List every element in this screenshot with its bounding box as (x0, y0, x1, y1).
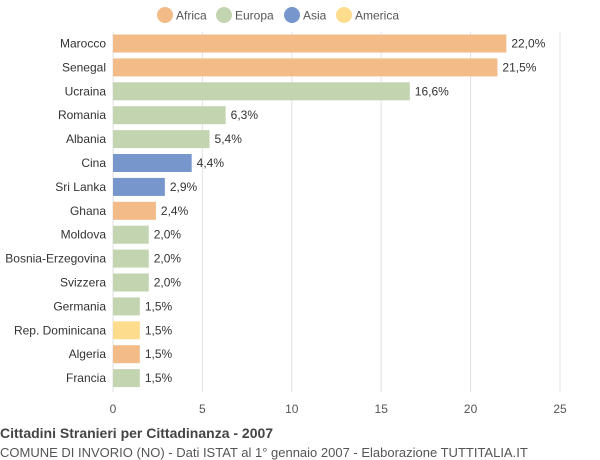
value-label: 5,4% (215, 132, 243, 146)
category-label: Cina (81, 156, 106, 170)
bar-chart: 0 5 10 15 20 25 Marocco 22,0% Senegal 21,5% Ucrain… (5, 7, 567, 417)
category-label: Marocco (60, 37, 106, 51)
value-label: 2,0% (154, 252, 182, 266)
category-label: Bosnia-Erzegovina (5, 252, 106, 266)
legend-label: Europa (235, 9, 274, 23)
bar (113, 225, 149, 244)
value-label: 16,6% (415, 84, 449, 98)
value-label: 2,0% (154, 276, 182, 290)
value-label: 2,4% (161, 204, 189, 218)
bar (113, 106, 226, 125)
legend-swatch (336, 7, 352, 23)
bar (113, 177, 165, 196)
category-label: Sri Lanka (55, 180, 106, 194)
bar (113, 201, 156, 220)
x-tick-label: 10 (285, 402, 299, 416)
legend-swatch (284, 7, 300, 23)
value-label: 6,3% (231, 108, 259, 122)
chart-caption-source: COMUNE DI INVORIO (NO) - Dati ISTAT al 1… (0, 445, 528, 460)
legend-label: America (355, 9, 399, 23)
category-label: Rep. Dominicana (14, 323, 106, 337)
legend-swatch (216, 7, 232, 23)
category-label: Ucraina (65, 84, 107, 98)
value-label: 1,5% (145, 347, 173, 361)
value-label: 21,5% (502, 60, 536, 74)
bar (113, 154, 192, 172)
bar (113, 273, 149, 292)
value-label: 1,5% (145, 299, 173, 313)
legend: Africa Europa Asia America (157, 7, 399, 23)
legend-label: Africa (176, 9, 207, 23)
category-label: Francia (66, 371, 106, 385)
category-label: Algeria (69, 347, 107, 361)
chart-caption-title: Cittadini Stranieri per Cittadinanza - 2… (0, 425, 274, 441)
bar (113, 34, 507, 53)
value-label: 4,4% (197, 156, 225, 170)
value-label: 22,0% (511, 37, 545, 51)
value-label: 2,0% (154, 228, 182, 242)
value-label: 1,5% (145, 371, 173, 385)
category-label: Senegal (62, 60, 106, 74)
category-label: Ghana (70, 204, 106, 218)
legend-label: Asia (303, 9, 327, 23)
value-label: 1,5% (145, 323, 173, 337)
bar (113, 249, 149, 268)
category-label: Albania (66, 132, 106, 146)
category-label: Romania (58, 108, 106, 122)
category-label: Germania (53, 299, 106, 313)
x-tick-label: 20 (464, 402, 478, 416)
category-label: Moldova (61, 228, 107, 242)
bar (113, 130, 210, 149)
bar (113, 58, 498, 77)
bar (113, 369, 140, 388)
bar (113, 82, 410, 101)
value-label: 2,9% (170, 180, 198, 194)
x-tick-label: 0 (110, 402, 117, 416)
x-tick-label: 25 (553, 402, 567, 416)
bar (113, 297, 140, 316)
bar (113, 321, 140, 340)
legend-swatch (157, 7, 173, 23)
category-label: Svizzera (60, 276, 106, 290)
labels: 0 5 10 15 20 25 Marocco 22,0% Senegal 21,5% Ucrain… (5, 37, 567, 417)
x-tick-label: 5 (199, 402, 206, 416)
bar (113, 345, 140, 364)
x-tick-label: 15 (375, 402, 389, 416)
bars (113, 34, 507, 388)
